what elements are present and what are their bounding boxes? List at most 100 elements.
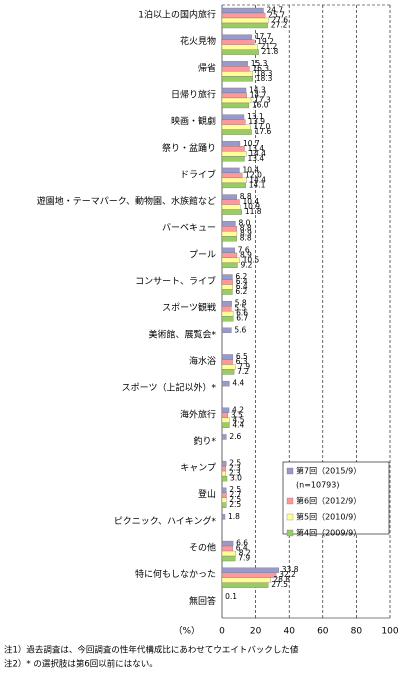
value-label: 5.6 xyxy=(234,325,246,334)
category-label: スポーツ観戦 xyxy=(162,302,216,314)
category-label: 海外旅行 xyxy=(180,408,216,420)
value-label: 16.0 xyxy=(252,100,269,109)
bar xyxy=(222,408,229,413)
note: 注2）* の選択肢は第6回以前にはない。 xyxy=(4,659,158,670)
category-label: 海水浴 xyxy=(189,355,216,367)
category-label: その他 xyxy=(189,542,216,554)
bar xyxy=(222,35,252,40)
bar xyxy=(222,471,226,476)
x-tick-label: 40 xyxy=(283,627,295,637)
bar xyxy=(222,13,265,18)
bar xyxy=(222,546,233,551)
bar xyxy=(222,98,251,103)
category-label: 特に何もしなかった xyxy=(135,568,216,580)
bar xyxy=(222,573,276,578)
bar xyxy=(222,258,240,263)
bar xyxy=(222,568,279,573)
bar xyxy=(222,226,237,231)
bar xyxy=(222,354,233,359)
value-label: 7.9 xyxy=(238,554,250,563)
category-label: 祭り・盆踊り xyxy=(162,142,216,154)
legend-label: 第6回（2012/9） xyxy=(296,496,361,506)
bar xyxy=(222,231,237,236)
bar xyxy=(222,76,253,81)
bar xyxy=(222,275,232,280)
bar xyxy=(222,50,259,55)
bar xyxy=(222,551,236,556)
category-label: ピクニック、ハイキング* xyxy=(114,515,217,527)
bar xyxy=(222,514,225,519)
bar xyxy=(222,493,227,498)
bar xyxy=(222,498,226,503)
value-label: 3.0 xyxy=(230,474,242,483)
value-label: 17.6 xyxy=(255,127,272,136)
bar xyxy=(222,221,235,226)
category-label: 登山 xyxy=(198,489,216,500)
category-label: プール xyxy=(189,249,216,260)
value-label: 27.5 xyxy=(271,580,288,589)
category-label: キャンプ xyxy=(180,463,216,474)
bar xyxy=(222,369,234,374)
bar xyxy=(222,205,240,210)
category-label: 映画・観劇 xyxy=(171,115,216,127)
bar xyxy=(222,248,235,253)
bar xyxy=(222,40,254,45)
value-label: 6.2 xyxy=(235,287,247,296)
bar xyxy=(222,195,237,200)
bar xyxy=(222,178,246,183)
value-label: 8.8 xyxy=(240,234,252,243)
category-label: 帰省 xyxy=(198,62,216,74)
category-label: 花火見物 xyxy=(180,35,216,47)
bar xyxy=(222,210,242,215)
bar xyxy=(222,130,252,135)
bar xyxy=(222,120,245,125)
bar xyxy=(222,156,245,161)
bar xyxy=(222,103,249,108)
x-tick-label: 100 xyxy=(381,627,398,637)
category-label: 釣り* xyxy=(193,435,216,447)
category-label: 美術館、展覧会* xyxy=(148,328,216,340)
bar xyxy=(222,364,235,369)
bar xyxy=(222,466,226,471)
legend-label: 第4回（2009/9） xyxy=(296,528,361,538)
bar xyxy=(222,488,226,493)
bar xyxy=(222,23,268,28)
bar xyxy=(222,328,231,333)
bar xyxy=(222,413,228,418)
bar xyxy=(222,290,232,295)
bar xyxy=(222,173,242,178)
value-label: 21.8 xyxy=(262,47,279,56)
value-label: 9.2 xyxy=(240,260,252,269)
bar xyxy=(222,151,246,156)
x-tick-label: 60 xyxy=(317,627,329,637)
bar xyxy=(222,168,239,173)
value-label: 2.5 xyxy=(229,500,241,509)
bar xyxy=(222,200,239,205)
category-label: 無回答 xyxy=(189,595,216,607)
bar xyxy=(222,61,248,66)
value-label: 4.4 xyxy=(232,420,244,429)
bar xyxy=(222,88,246,93)
bar xyxy=(222,146,245,151)
bar xyxy=(222,311,233,316)
bar xyxy=(222,434,226,439)
legend-label: 第5回（2010/9） xyxy=(296,512,361,522)
bar xyxy=(222,18,268,23)
bar xyxy=(222,381,229,386)
bar xyxy=(222,556,235,561)
bar xyxy=(222,66,249,71)
bar xyxy=(222,183,246,188)
bar xyxy=(222,316,233,321)
value-label: 1.8 xyxy=(228,512,240,521)
bar xyxy=(222,359,233,364)
value-label: 14.1 xyxy=(249,180,266,189)
category-label: 遊園地・テーマパーク、動物園、水族館など xyxy=(37,195,216,207)
bar xyxy=(222,301,232,306)
bar xyxy=(222,8,263,13)
bar xyxy=(222,418,230,423)
bar xyxy=(222,115,244,120)
bar xyxy=(222,541,233,546)
bar xyxy=(222,578,270,583)
value-label: 27.2 xyxy=(271,21,288,30)
value-label: 7.2 xyxy=(237,367,249,376)
